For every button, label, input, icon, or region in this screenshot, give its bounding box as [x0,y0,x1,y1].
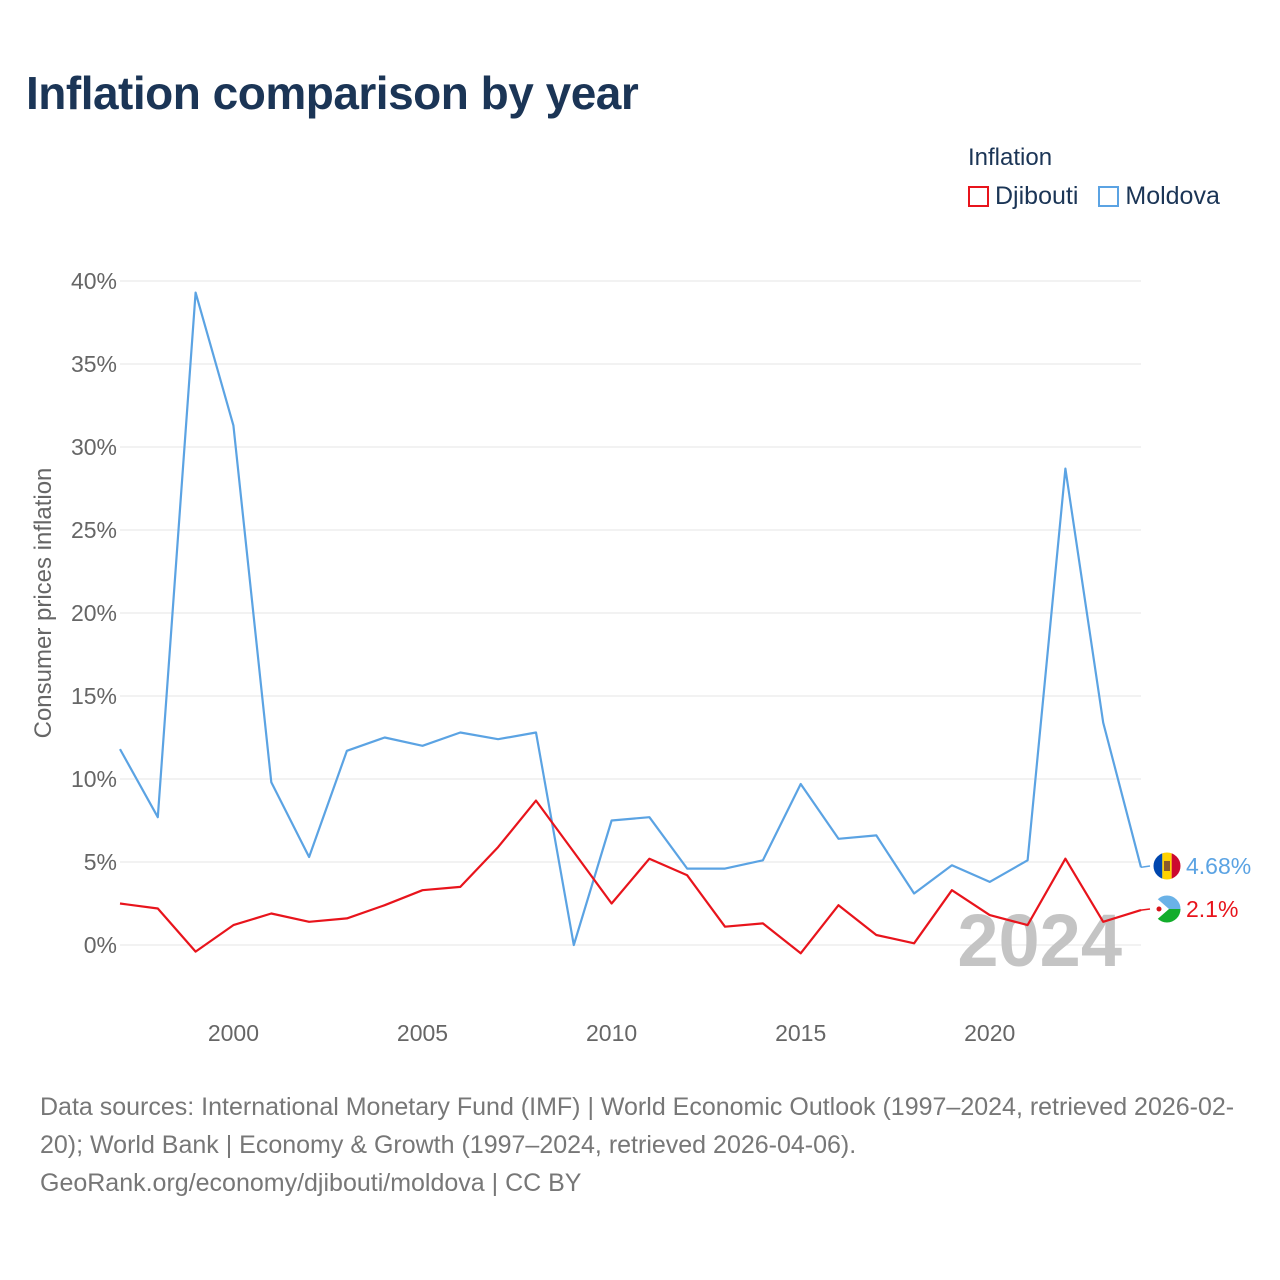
x-tick-label-2000: 2000 [208,1020,259,1046]
sources-text: Data sources: International Monetary Fun… [40,1093,1235,1159]
y-tick-label-35: 35% [71,351,117,377]
flag-djibouti-icon [1152,894,1182,924]
data-sources: Data sources: International Monetary Fun… [40,1088,1250,1202]
end-connector-moldova [1140,865,1151,869]
legend-item-djibouti[interactable]: Djibouti [968,182,1078,211]
series-line-djibouti [119,799,1142,955]
y-tick-label-15: 15% [71,683,117,709]
y-tick-label-20: 20% [71,600,117,626]
legend-swatch-djibouti [968,186,989,207]
page-title: Inflation comparison by year [26,67,639,119]
x-tick-label-2010: 2010 [586,1020,637,1046]
y-tick-label-25: 25% [71,517,117,543]
legend-label-moldova: Moldova [1125,182,1220,210]
end-label-djibouti: 2.1% [1186,896,1238,922]
end-label-moldova: 4.68% [1186,853,1251,879]
legend-label-djibouti: Djibouti [995,182,1079,210]
y-tick-label-10: 10% [71,766,117,792]
line-chart: 0% 5% 10% 15% 20% 25% 30% 35% 40% 2000 2005 2010 201… [30,268,1251,1046]
y-axis-label: Consumer prices inflation [30,468,57,739]
series-line-moldova [119,291,1143,947]
sources-url[interactable]: GeoRank.org/economy/djibouti/moldova | C… [40,1169,582,1197]
x-tick-label-2005: 2005 [397,1020,448,1046]
x-tick-label-2015: 2015 [775,1020,826,1046]
legend-item-moldova[interactable]: Moldova [1098,182,1220,211]
legend-swatch-moldova [1098,186,1120,207]
y-tick-label-40: 40% [71,268,117,294]
y-tick-label-30: 30% [71,434,117,460]
legend-title: Inflation [968,144,1053,171]
x-tick-label-2020: 2020 [964,1020,1015,1046]
y-tick-label-0: 0% [84,932,117,958]
y-tick-label-5: 5% [84,849,117,875]
flag-moldova-icon [1152,851,1182,881]
legend: Inflation Djibouti Moldova [968,144,1220,211]
end-connector-djibouti [1140,908,1151,911]
